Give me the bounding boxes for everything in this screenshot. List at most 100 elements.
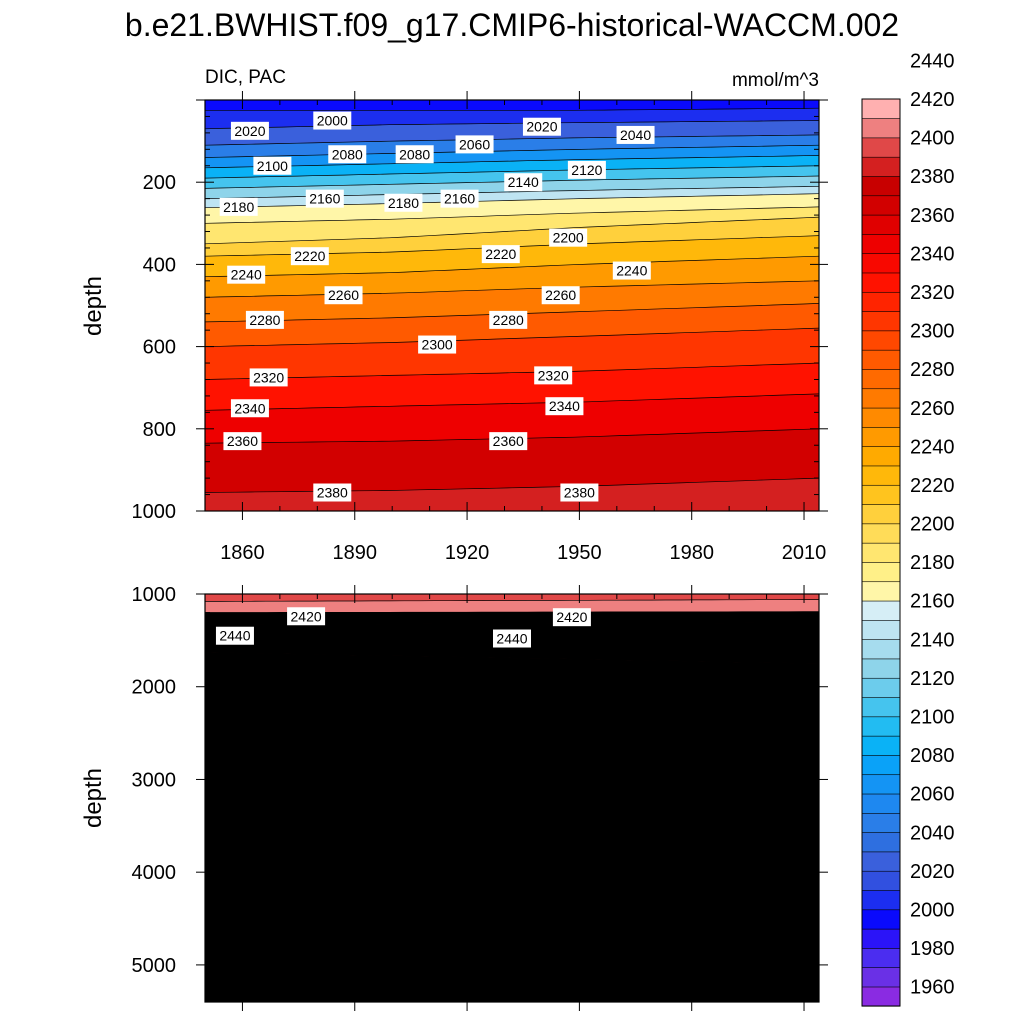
colorbar-swatch [861,677,901,698]
x-tick-label: 1890 [333,542,378,564]
colorbar-tick-label: 2000 [910,900,955,922]
colorbar-swatch [861,233,901,254]
colorbar-swatch [861,214,901,235]
colorbar-swatch [861,889,901,911]
colorbar-swatch [861,291,901,312]
upper-contour-2260 [205,280,819,298]
upper-contour-label-text: 2160 [444,191,475,207]
upper-contour-label: 2380 [560,483,599,502]
upper-contour-2000 [205,107,819,111]
upper-contour-label: 2160 [440,189,479,208]
upper-fill-band-2400 [205,511,819,515]
x-tick-label: 1980 [669,542,714,564]
upper-contour-label-text: 2340 [234,400,265,416]
units-label: mmol/m^3 [732,70,819,91]
x-tick-label: 1950 [557,542,602,564]
x-tick-label: 1860 [220,542,265,564]
upper-contour-label-text: 2100 [257,158,288,174]
colorbar-swatch [861,928,901,949]
upper-fill-band-2260 [205,280,819,322]
colorbar-frame [861,98,901,1007]
upper-contour-label: 2040 [616,125,655,144]
colorbar-swatch [861,812,901,833]
colorbar-swatch [861,407,901,428]
upper-contour-label-text: 2240 [231,267,262,283]
colorbar-tick-label: 2140 [910,629,955,651]
upper-contour-label: 2240 [227,265,266,284]
lower-panel-fills [205,594,819,1002]
upper-contour-label-text: 2080 [399,146,430,162]
upper-contour-label: 2240 [612,261,651,280]
colorbar-swatch [861,465,901,486]
x-tick-label: 2010 [782,542,827,564]
colorbar-swatch [861,947,901,969]
colorbar-swatch [861,272,901,293]
upper-fill-band-2140 [205,186,819,208]
chart-title: b.e21.BWHIST.f09_g17.CMIP6-historical-WA… [125,7,899,43]
upper-fill-band-2360 [205,428,819,493]
upper-contour-label-text: 2240 [616,263,647,279]
colorbar-swatch [861,735,901,756]
upper-contour-label-text: 2260 [545,287,576,303]
lower-panel-axes: 1000 2000 3000 4000 5000 [132,584,828,1011]
upper-contour-label-text: 2220 [294,248,325,264]
colorbar-tick-label: 2440 [910,50,955,72]
upper-y-tick-label: 200 [143,172,176,194]
colorbar-swatch [861,619,901,640]
upper-contour-2200 [205,216,819,245]
colorbar-tick-label: 2220 [910,475,955,497]
lower-y-tick-label: 2000 [132,677,177,699]
upper-contour-label: 2260 [324,286,363,305]
lower-y-tick-label: 1000 [132,584,177,606]
upper-contour-2300 [205,327,819,347]
upper-contour-label-text: 2200 [553,230,584,246]
colorbar-tick-label: 2040 [910,822,955,844]
colorbar-swatch [861,793,901,814]
colorbar-swatch [861,774,901,795]
upper-y-tick-label: 1000 [132,501,177,523]
colorbar-swatch [861,117,901,139]
lower-contour-label-text: 2440 [219,628,250,644]
upper-contour-label-text: 2120 [571,162,602,178]
upper-fill-band-2380 [205,478,819,511]
upper-contour-label-text: 2080 [332,146,363,162]
upper-contour-2320 [205,362,819,380]
upper-contour-label: 2260 [541,286,580,305]
upper-contour-label-text: 2360 [227,433,258,449]
lower-contour-label: 2440 [493,629,531,648]
colorbar-tick-label: 2300 [910,321,955,343]
upper-fill-band-2180 [205,206,819,244]
colorbar-tick-label: 2320 [910,282,955,304]
colorbar-swatch [861,503,901,525]
colorbar-swatch [861,851,901,872]
lower-contour-label: 2420 [552,608,591,627]
upper-y-tick-label: 600 [143,337,176,359]
colorbar-swatch [861,368,901,390]
upper-contour-label: 2320 [249,368,288,387]
upper-fill-band-2160 [205,193,819,224]
upper-contour-2180 [205,206,819,224]
upper-panel-contour-lines [205,107,819,511]
upper-contour-label: 2220 [481,245,520,264]
upper-contour-label: 2340 [545,397,584,416]
upper-contour-2100 [205,165,819,179]
colorbar-swatch [861,542,901,563]
variable-region-label: DIC, PAC [205,67,286,88]
upper-contour-label: 2160 [305,189,344,208]
upper-contour-label: 2080 [328,145,367,164]
colorbar-tick-label: 2080 [910,745,955,767]
upper-panel-contour-labels: 2000 2020 2020 2040 2060 2080 2080 2100 2120 2140… [219,111,655,502]
colorbar-swatch [861,639,901,660]
colorbar-swatch [861,716,901,737]
colorbar-tick-label: 2060 [910,784,955,806]
colorbar-swatch [861,600,901,621]
upper-y-tick-label: 800 [143,419,176,441]
lower-contour-label-text: 2420 [291,608,322,624]
colorbar-tick-label: 2260 [910,398,955,420]
colorbar-swatch [861,696,901,718]
upper-contour-label-text: 2380 [317,485,348,501]
upper-contour-label-text: 2260 [328,287,359,303]
upper-contour-label: 2200 [549,228,588,247]
colorbar-swatch [861,561,901,583]
